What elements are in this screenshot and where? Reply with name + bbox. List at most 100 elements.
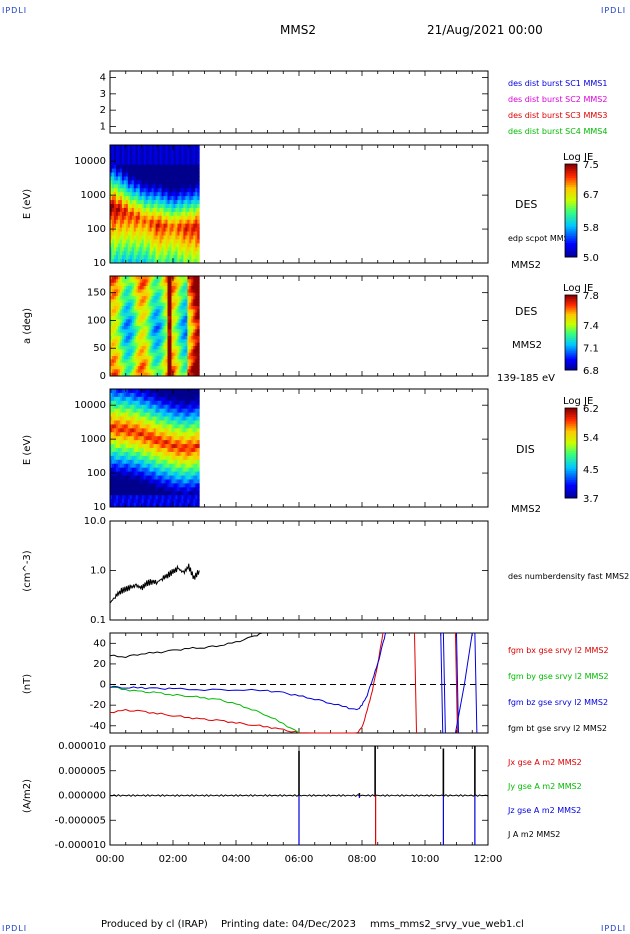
- dis-energy-cell: [127, 487, 131, 492]
- des-energy-cell: [197, 211, 200, 217]
- des-energy-cell: [157, 152, 160, 158]
- des-energy-cell: [171, 168, 174, 173]
- des-energy-cell: [147, 251, 151, 256]
- dis-energy-cell: [155, 389, 158, 394]
- des-pitch-cell: [195, 309, 198, 314]
- des-energy-cell: [183, 188, 186, 193]
- dis-energy-cell: [183, 479, 186, 484]
- dis-energy-cell: [151, 475, 155, 480]
- bfield-legend-entry: fgm by gse srvy l2 MMS2: [508, 672, 609, 681]
- des-energy-cell: [179, 152, 182, 158]
- dis-energy-cell: [165, 459, 168, 465]
- des-pitch-colorbar-cell: [565, 315, 577, 318]
- des-pitch-cell: [119, 326, 123, 330]
- des-energy-cell: [197, 152, 200, 158]
- dis-energy-cell: [165, 448, 168, 453]
- des-energy-cell: [175, 196, 178, 201]
- des-pitch-cell: [119, 336, 123, 340]
- dis-energy-cell: [127, 467, 131, 472]
- dis-energy-cell: [179, 424, 182, 429]
- des-pitch-cell: [185, 332, 188, 337]
- dis-energy-cell: [185, 479, 188, 484]
- des-energy-cell: [175, 259, 178, 264]
- des-energy-cell: [131, 235, 135, 240]
- des-pitch-cell: [161, 289, 164, 294]
- dis-energy-cell: [195, 392, 198, 398]
- dis-energy-cell: [121, 499, 125, 504]
- des-energy-cell: [135, 231, 139, 236]
- des-pitch-cell: [111, 322, 115, 327]
- dis-energy-cell: [159, 451, 162, 457]
- des-energy-cell: [183, 255, 186, 260]
- des-energy-cell: [173, 255, 176, 260]
- dis-energy-cell: [171, 408, 174, 413]
- des-pitch-cell: [157, 279, 160, 284]
- des-pitch-cell: [125, 319, 129, 324]
- des-energy-cell: [149, 172, 153, 177]
- dis-energy-cell: [111, 404, 115, 410]
- des-energy-cell: [129, 251, 133, 256]
- dis-energy-cell: [143, 495, 147, 500]
- des-energy-cell: [177, 231, 180, 236]
- des-energy-cell: [129, 200, 133, 205]
- des-energy-colorbar-cell: [565, 208, 577, 211]
- des-pitch-colorbar-tick-label: 7.4: [583, 321, 599, 332]
- des-energy-cell: [145, 255, 149, 260]
- des-energy-cell: [157, 219, 160, 225]
- dis-energy-cell: [151, 503, 155, 508]
- des-pitch-cell: [153, 359, 157, 364]
- des-pitch-cell: [145, 332, 149, 337]
- dis-energy-cell: [193, 389, 196, 394]
- dis-energy-cell: [127, 499, 131, 504]
- des-pitch-cell: [195, 359, 198, 364]
- des-pitch-cell: [179, 339, 182, 344]
- des-energy-cell: [121, 243, 125, 248]
- des-pitch-cell: [185, 342, 188, 347]
- des-energy-cell: [153, 192, 157, 197]
- des-energy-cell: [145, 259, 149, 264]
- dis-energy-cell: [181, 487, 184, 492]
- dis-energy-cell: [193, 491, 196, 496]
- dis-energy-cell: [191, 455, 194, 461]
- des-energy-cell: [171, 200, 174, 205]
- des-energy-cell: [193, 211, 196, 217]
- dis-energy-cell: [173, 455, 176, 461]
- des-energy-cell: [197, 247, 200, 252]
- des-pitch-cell: [121, 342, 125, 347]
- dis-energy-colorbar-tick-label: 6.2: [583, 404, 599, 415]
- dis-energy-cell: [129, 436, 133, 441]
- des-energy-cell: [197, 204, 200, 209]
- des-pitch-cell: [123, 319, 127, 324]
- des-pitch-cell: [139, 276, 143, 280]
- des-pitch-cell: [189, 369, 192, 374]
- des-energy-cell: [191, 200, 194, 205]
- dis-energy-cell: [197, 440, 200, 445]
- des-energy-cell: [143, 239, 147, 244]
- des-pitch-cell: [189, 349, 192, 354]
- des-pitch-cell: [195, 332, 198, 337]
- des-energy-cell: [183, 215, 186, 221]
- dis-energy-cell: [175, 436, 178, 441]
- des-pitch-colorbar-frame: [564, 294, 578, 371]
- des-pitch-cell: [191, 282, 194, 287]
- des-energy-cell: [157, 215, 160, 221]
- des-pitch-cell: [117, 309, 121, 314]
- des-energy-cell: [117, 231, 121, 236]
- des-energy-cell: [117, 156, 121, 162]
- dis-energy-cell: [169, 392, 172, 398]
- des-energy-cell: [189, 160, 192, 166]
- dis-energy-cell: [185, 432, 188, 437]
- des-pitch-cell: [151, 312, 155, 317]
- des-energy-cell: [189, 148, 192, 154]
- dis-energy-cell: [191, 420, 194, 425]
- des-energy-cell: [141, 235, 145, 240]
- des-pitch-cell: [151, 329, 155, 334]
- des-energy-cell: [153, 251, 157, 256]
- des-pitch-cell: [141, 359, 145, 364]
- dis-energy-cell: [193, 396, 196, 402]
- dis-energy-colorbar-cell: [565, 419, 577, 422]
- des-pitch-cell: [179, 336, 182, 340]
- des-pitch-cell: [145, 372, 149, 377]
- des-pitch-cell: [197, 359, 200, 364]
- dis-energy-cell: [159, 392, 162, 398]
